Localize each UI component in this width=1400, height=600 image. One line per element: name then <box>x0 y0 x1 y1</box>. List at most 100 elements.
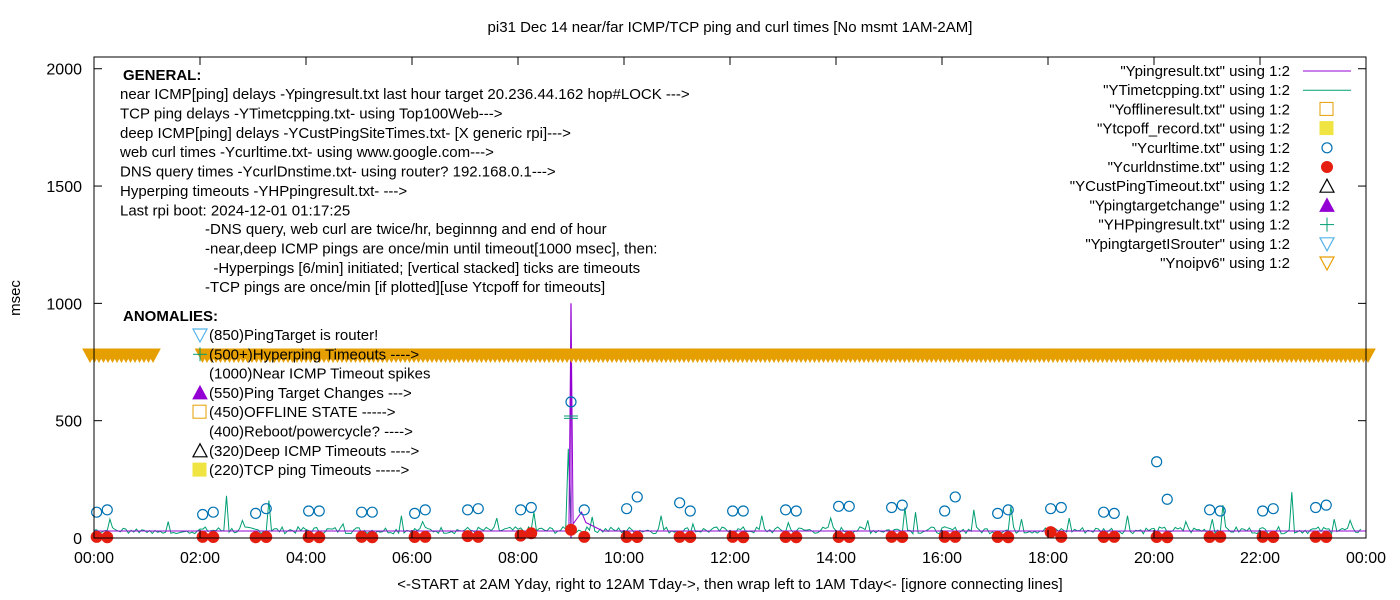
dns-point <box>408 531 421 544</box>
general-line: Hyperping timeouts -YHPpingresult.txt- -… <box>120 183 407 200</box>
general-notes: GENERAL: near ICMP[ping] delays -Ypingre… <box>119 67 690 296</box>
general-note: -near,deep ICMP pings are once/min until… <box>205 240 657 257</box>
dns-point <box>249 531 262 544</box>
curl-point <box>91 506 103 518</box>
legend-label: "YHPpingresult.txt" using 1:2 <box>1098 217 1290 234</box>
legend-label: "Ycurldnstime.txt" using 1:2 <box>1108 159 1290 176</box>
dns-point <box>885 530 898 543</box>
dns-point <box>726 530 739 543</box>
icmp-ping-series <box>94 303 1366 532</box>
anomaly-marker <box>191 442 209 458</box>
general-line: near ICMP[ping] delays -Ypingresult.txt … <box>120 86 690 103</box>
curl-point <box>896 499 908 511</box>
curl-point <box>1204 504 1216 516</box>
anomaly-marker <box>191 328 209 344</box>
anomaly-label: (550)Ping Target Changes ---> <box>209 385 412 402</box>
curl-point <box>515 504 527 516</box>
general-line: TCP ping delays -YTimetcpping.txt- using… <box>120 105 503 122</box>
curl-point <box>1151 456 1163 468</box>
general-note: -DNS query, web curl are twice/hr, begin… <box>205 221 607 238</box>
dns-point <box>1161 531 1174 544</box>
anomaly-label: (450)OFFLINE STATE -----> <box>209 404 396 421</box>
general-heading: GENERAL: <box>123 67 201 84</box>
x-tick-label: 18:00 <box>1028 550 1068 567</box>
curl-point <box>366 506 378 518</box>
curl-point <box>525 501 537 514</box>
x-tick-label: 20:00 <box>1134 550 1174 567</box>
x-tick-label: 16:00 <box>922 550 962 567</box>
noipv6-mark <box>1360 348 1376 364</box>
legend-label: "Ytcpoff_record.txt" using 1:2 <box>1097 121 1290 138</box>
dns-point <box>313 531 326 544</box>
curl-point <box>197 508 209 521</box>
legend-marker <box>1321 142 1333 154</box>
anomaly-label: (1000)Near ICMP Timeout spikes <box>209 366 430 383</box>
dns-point <box>1108 530 1121 543</box>
anomaly-label: (500+)Hyperping Timeouts ----> <box>209 346 419 363</box>
x-tick-label: 14:00 <box>816 550 856 567</box>
general-line: web curl times -Ycurltime.txt- using www… <box>119 144 494 161</box>
x-tick-label: 08:00 <box>498 550 538 567</box>
dns-point <box>1002 531 1015 544</box>
curl-point <box>949 491 961 503</box>
x-tick-label: 04:00 <box>286 550 326 567</box>
anomalies-heading: ANOMALIES: <box>123 308 218 325</box>
curl-point <box>101 504 113 516</box>
dns-point <box>565 523 577 536</box>
curl-point <box>1257 505 1269 517</box>
dns-point <box>196 530 209 543</box>
curl-point <box>409 507 421 519</box>
dns-point <box>1044 526 1057 539</box>
curl-point <box>1045 503 1057 515</box>
x-tick-label: 06:00 <box>392 550 432 567</box>
general-line: DNS query times -YcurlDnstime.txt- using… <box>120 164 556 181</box>
legend-marker <box>1319 197 1335 212</box>
curl-point <box>1161 493 1173 505</box>
curl-point <box>631 491 643 503</box>
legend-label: "YpingtargetISrouter" using 1:2 <box>1085 236 1290 253</box>
curl-point <box>684 505 696 517</box>
y-tick-label: 2000 <box>46 62 82 79</box>
curl-point <box>578 504 590 516</box>
legend-marker <box>1318 237 1336 253</box>
x-tick-label: 00:00 <box>1346 550 1386 567</box>
dns-point <box>578 530 591 543</box>
axis-ticks: 0 500 1000 1500 2000 00:00 02:00 04:00 06:00 08:0… <box>46 57 1386 567</box>
legend-marker <box>1321 161 1333 173</box>
dns-point <box>949 530 962 543</box>
legend-label: "Ycurltime.txt" using 1:2 <box>1132 140 1290 157</box>
dns-point <box>1203 531 1216 544</box>
curl-point <box>356 506 368 518</box>
curl-point <box>737 505 749 517</box>
dns-point <box>302 531 315 544</box>
y-tick-label: 1500 <box>46 179 82 196</box>
dns-point <box>779 531 792 544</box>
curl-point <box>303 505 315 517</box>
anomaly-label: (220)TCP ping Timeouts -----> <box>209 462 409 479</box>
x-tick-label: 12:00 <box>710 550 750 567</box>
dns-point <box>419 530 432 543</box>
noipv6-mark <box>145 348 161 364</box>
curl-point <box>419 504 431 516</box>
legend-marker <box>1318 177 1336 193</box>
anomalies-notes: ANOMALIES: (850)PingTarget is router! (50… <box>123 308 430 479</box>
dns-point <box>90 530 103 543</box>
dns-point <box>207 531 220 544</box>
curl-point <box>260 503 272 515</box>
curl-point <box>313 505 325 517</box>
dns-point <box>1150 531 1163 544</box>
dns-point <box>896 531 909 544</box>
dns-point <box>1097 531 1110 544</box>
curl-point <box>843 500 855 512</box>
anomaly-label: (320)Deep ICMP Timeouts ----> <box>209 443 419 460</box>
dns-point <box>737 531 750 544</box>
y-tick-label: 500 <box>55 414 82 431</box>
dns-point <box>260 531 273 544</box>
y-tick-label: 1000 <box>46 296 82 313</box>
dns-point <box>938 530 951 543</box>
dns-point <box>355 530 368 543</box>
dns-point <box>673 530 686 543</box>
y-tick-label: 0 <box>73 531 82 548</box>
